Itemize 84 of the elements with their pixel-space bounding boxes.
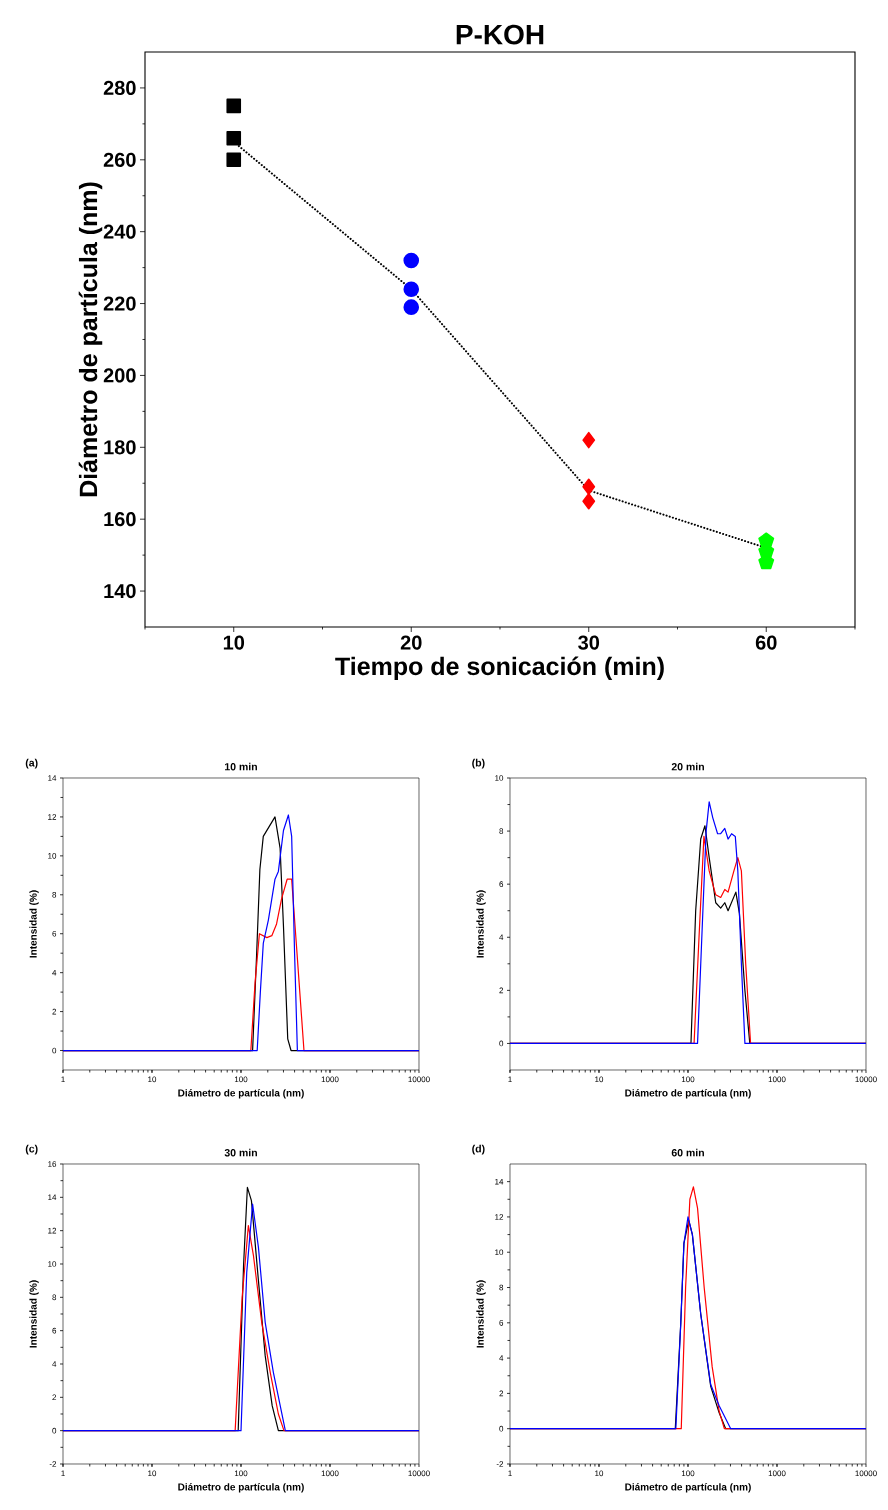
y-tick-label: -2	[496, 1461, 504, 1467]
x-tick-label: 10	[223, 635, 245, 650]
y-tick-label: 14	[495, 1178, 504, 1185]
y-tick-label: 10	[48, 1261, 57, 1267]
x-tick-label: 1000	[321, 1470, 339, 1477]
x-tick-label: 1	[508, 1470, 512, 1477]
y-tick-label: 10	[495, 1249, 504, 1256]
x-axis-title: Diámetro de partícula (nm)	[178, 1089, 304, 1099]
text: (b)	[472, 758, 485, 769]
x-tick-label: 100	[681, 1470, 695, 1477]
y-tick-label: 4	[52, 1361, 57, 1367]
x-tick-label: 30	[578, 635, 600, 650]
x-tick-label: 1000	[768, 1470, 786, 1477]
x-tick-label: 10000	[855, 1076, 877, 1083]
chart-title: 20 min	[671, 762, 704, 771]
chart-title: 30 min	[224, 1148, 257, 1157]
y-tick-label: 10	[48, 853, 57, 859]
y-tick-label: 160	[104, 512, 136, 527]
y-tick-label: 280	[103, 80, 136, 95]
y-tick-label: 14	[48, 775, 57, 781]
y-tick-label: 200	[103, 368, 136, 383]
x-tick-label: 10	[148, 1076, 157, 1083]
y-tick-label: 12	[495, 1214, 504, 1220]
x-axis-title: Diámetro de partícula (nm)	[625, 1089, 751, 1099]
chart-title: 60 min	[671, 1148, 704, 1157]
y-tick-label: 6	[499, 1319, 504, 1326]
y-tick-label: 180	[104, 440, 136, 455]
y-tick-label: 240	[103, 224, 136, 239]
x-axis-title: Tiempo de sonicación (min)	[335, 656, 664, 681]
y-tick-label: 2	[499, 987, 504, 994]
y-tick-label: 220	[103, 296, 136, 311]
y-axis-title: Intensidad (%)	[29, 890, 39, 958]
y-tick-label: 6	[52, 1327, 57, 1334]
x-tick-label: 1000	[768, 1076, 786, 1083]
text: (d)	[472, 1144, 485, 1155]
y-tick-label: 0	[52, 1047, 57, 1054]
y-tick-label: 10	[495, 775, 504, 781]
x-tick-label: 1	[508, 1076, 512, 1083]
x-tick-label: 1	[61, 1076, 65, 1083]
x-axis-title: Diámetro de partícula (nm)	[625, 1483, 751, 1493]
y-tick-label: -2	[49, 1461, 57, 1467]
y-tick-label: 0	[499, 1040, 504, 1047]
y-tick-label: 0	[52, 1427, 57, 1434]
chart-title: P-KOH	[456, 24, 544, 45]
y-tick-label: 0	[499, 1425, 504, 1432]
y-tick-label: 8	[499, 828, 504, 834]
x-tick-label: 60	[755, 635, 777, 650]
y-axis-title: Diámetro de partícula (nm)	[78, 182, 103, 497]
y-tick-label: 14	[48, 1194, 57, 1201]
y-tick-label: 4	[499, 934, 504, 941]
y-tick-label: 12	[48, 814, 57, 820]
y-tick-label: 140	[104, 583, 136, 599]
x-tick-label: 100	[234, 1076, 248, 1083]
y-axis-title: Intensidad (%)	[476, 890, 486, 958]
x-tick-label: 10000	[855, 1470, 877, 1477]
x-tick-label: 100	[681, 1076, 695, 1083]
y-tick-label: 4	[52, 969, 57, 976]
x-tick-label: 10	[595, 1076, 604, 1083]
x-tick-label: 10	[148, 1470, 157, 1477]
y-tick-label: 6	[499, 881, 504, 888]
text: (c)	[25, 1144, 38, 1155]
y-axis-title: Intensidad (%)	[476, 1280, 486, 1348]
y-tick-label: 4	[499, 1355, 504, 1361]
y-tick-label: 8	[499, 1284, 504, 1291]
x-tick-label: 1	[61, 1470, 65, 1477]
y-axis-title: Intensidad (%)	[29, 1280, 39, 1348]
y-tick-label: 260	[103, 152, 136, 167]
y-tick-label: 16	[48, 1161, 57, 1167]
y-tick-label: 6	[52, 930, 57, 937]
y-tick-label: 8	[52, 1294, 57, 1301]
x-tick-label: 10000	[408, 1470, 430, 1477]
x-tick-label: 100	[234, 1470, 248, 1477]
x-axis-title: Diámetro de partícula (nm)	[178, 1483, 304, 1493]
y-tick-label: 2	[499, 1390, 504, 1397]
y-tick-label: 12	[48, 1227, 57, 1234]
y-tick-label: 2	[52, 1008, 57, 1015]
x-tick-label: 10	[595, 1470, 604, 1477]
text: (a)	[25, 758, 38, 769]
x-tick-label: 1000	[321, 1076, 339, 1083]
y-tick-label: 2	[52, 1394, 57, 1401]
x-tick-label: 10000	[408, 1076, 430, 1083]
x-tick-label: 20	[400, 635, 422, 650]
y-tick-label: 8	[52, 891, 57, 898]
chart-title: 10 min	[225, 762, 257, 771]
